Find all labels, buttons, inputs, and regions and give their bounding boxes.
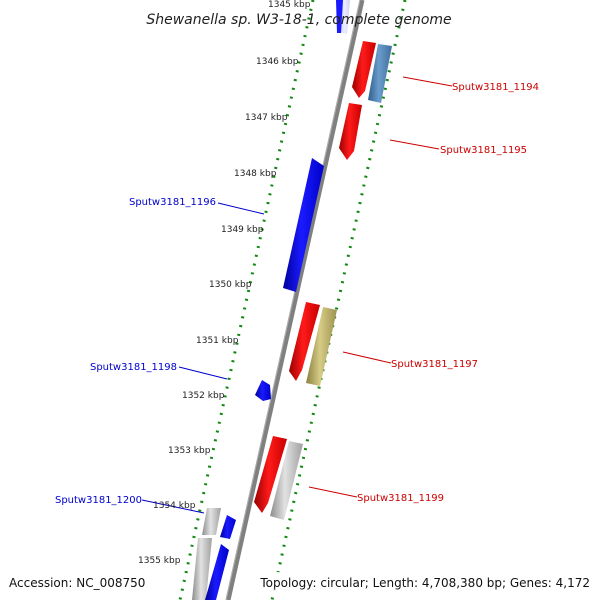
tick-label-1346: 1346 kbp	[256, 57, 299, 67]
tick-label-1350: 1350 kbp	[209, 280, 252, 290]
gene-bottom-grey[interactable]	[192, 538, 212, 600]
gene-label-1198[interactable]: Sputw3181_1198	[90, 362, 177, 373]
tick-label-1348: 1348 kbp	[234, 169, 277, 179]
connector-1200	[141, 499, 205, 514]
tick-label-1351: 1351 kbp	[196, 336, 239, 346]
footer-summary: Topology: circular; Length: 4,708,380 bp…	[259, 576, 590, 590]
connector-1194	[402, 76, 453, 87]
connector-1197	[342, 351, 392, 364]
reverse-tick-track	[178, 0, 315, 600]
tick-label-1353: 1353 kbp	[168, 446, 211, 456]
tick-label-1354: 1354 kbp	[153, 501, 196, 511]
gene-sputw3181-1196[interactable]	[283, 158, 324, 292]
gene-label-1196[interactable]: Sputw3181_1196	[129, 197, 216, 208]
gene-label-1194[interactable]: Sputw3181_1194	[452, 82, 539, 93]
gene-sputw3181-1200[interactable]	[220, 515, 236, 539]
gene-sputw3181-1195[interactable]	[339, 103, 362, 160]
gene-sputw3181-1200-grey[interactable]	[202, 508, 221, 535]
footer-accession: Accession: NC_008750	[9, 576, 145, 590]
gene-label-1195[interactable]: Sputw3181_1195	[440, 145, 527, 156]
connector-1199	[308, 486, 358, 498]
gene-label-1197[interactable]: Sputw3181_1197	[391, 359, 478, 370]
gene-sputw3181-1199-red[interactable]	[254, 436, 287, 513]
tick-label-1355: 1355 kbp	[138, 556, 181, 566]
tick-label-1345: 1345 kbp	[268, 0, 311, 10]
footer-summary-backdrop	[258, 572, 596, 592]
connector-1195	[389, 139, 440, 150]
forward-tick-track	[270, 0, 407, 600]
tick-label-1349: 1349 kbp	[221, 225, 264, 235]
gene-sputw3181-1197[interactable]	[306, 307, 337, 386]
gene-top-reverse[interactable]	[336, 0, 350, 34]
genome-backbone-highlight	[225, 0, 361, 600]
map-title: Shewanella sp. W3-18-1, complete genome	[146, 12, 451, 28]
gene-label-1200[interactable]: Sputw3181_1200	[55, 495, 142, 506]
tick-label-1347: 1347 kbp	[245, 113, 288, 123]
tick-label-1352: 1352 kbp	[182, 391, 225, 401]
connector-1196	[217, 202, 265, 215]
gene-sputw3181-1194-red[interactable]	[352, 41, 376, 98]
gene-sputw3181-1197-red[interactable]	[289, 302, 320, 381]
gene-bottom-reverse[interactable]	[205, 544, 229, 600]
connector-1198	[178, 366, 228, 380]
gene-sputw3181-1199[interactable]	[270, 441, 303, 520]
genome-backbone	[225, 0, 365, 600]
gene-sputw3181-1194[interactable]	[368, 44, 392, 103]
gene-sputw3181-1198[interactable]	[255, 380, 271, 401]
footer-accession-backdrop	[4, 572, 152, 592]
gene-label-1199[interactable]: Sputw3181_1199	[357, 493, 444, 504]
